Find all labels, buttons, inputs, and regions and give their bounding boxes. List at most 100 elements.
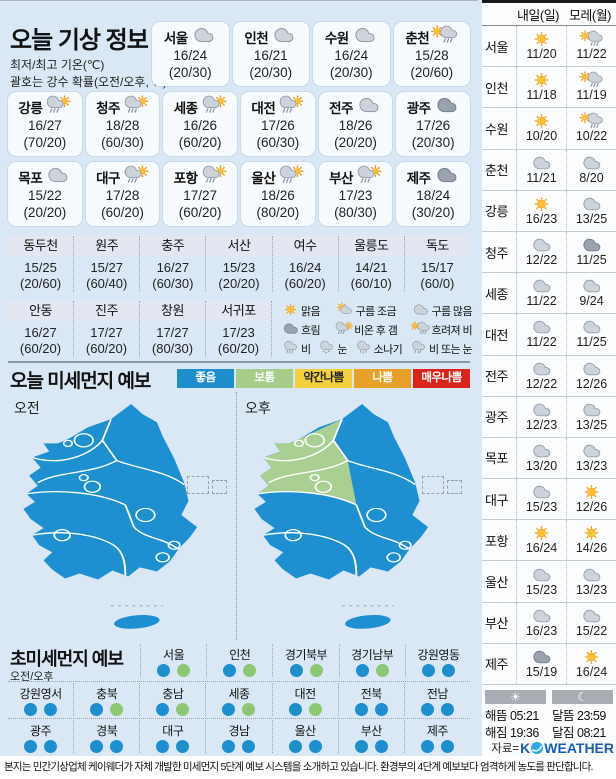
forecast-row: 제주 15/19 16/24 xyxy=(482,643,616,685)
kweather-logo-k: K xyxy=(520,740,531,756)
dust-dot-good xyxy=(110,740,124,753)
city-name: 포항 xyxy=(173,171,198,186)
weather-icon-legend: 맑음 구름 조금 구름 많음 흐림 비온 후 갬 흐려져 비 비 눈 소나기 비 또는 눈 xyxy=(281,301,473,358)
clear-then-rain-icon-wrap xyxy=(411,320,430,338)
forecast-row: 서울 11/20 11/22 xyxy=(482,26,616,68)
rain-or-snow-icon xyxy=(412,340,425,353)
day1-forecast: 12/22 xyxy=(516,231,566,273)
card-header: 포항 xyxy=(163,164,237,189)
temperature-minmax: 18/28 xyxy=(105,118,140,133)
region-cell: 강원영동 xyxy=(406,644,471,677)
day1-forecast: 13/20 xyxy=(516,437,566,479)
city-column: 울릉도 14/21 (60/10) xyxy=(338,236,405,292)
temperature-minmax: 16/27 xyxy=(27,118,62,133)
precip-probability: (60/10) xyxy=(350,276,392,291)
dust-dots xyxy=(405,703,470,716)
region-cell: 충북 xyxy=(74,683,141,716)
cloudy-icon-wrap xyxy=(567,155,616,171)
cloudy-icon xyxy=(274,27,294,42)
precip-probability: (30/20) xyxy=(411,205,455,220)
cloudy-icon-wrap xyxy=(567,402,616,418)
rain-then-clear-icon-wrap xyxy=(277,94,304,119)
cloudy-icon-wrap xyxy=(567,608,616,624)
day1-forecast: 15/23 xyxy=(516,479,566,520)
city-name: 울릉도 xyxy=(338,236,404,256)
clear-then-rain-icon xyxy=(431,24,458,43)
day1-forecast: 15/19 xyxy=(516,643,566,684)
rain-then-clear-icon-wrap xyxy=(200,164,227,189)
city-cards-row-2: 강릉 16/27 (70/20) 청주 18/28 (60/30) 세종 16/26 (60/2… xyxy=(8,92,471,156)
legend-label: 비 xyxy=(301,343,311,356)
card-header: 춘천 xyxy=(394,24,471,49)
partly-cloudy-icon-wrap xyxy=(335,301,354,319)
temperature-minmax: 11/20 xyxy=(526,47,557,62)
cloudy-icon xyxy=(533,279,551,293)
sunny-icon-wrap xyxy=(517,31,566,47)
page-subtitle: 최저/최고 기온(℃) 괄호는 강수 확률(오전/오후, %) xyxy=(10,57,167,91)
clear-then-rain-icon xyxy=(579,71,603,88)
temperature-minmax: 16/24 xyxy=(575,664,608,679)
legend-item: 구름 많음 xyxy=(411,303,473,319)
rain-then-clear-icon xyxy=(124,94,149,113)
cloudy-icon-wrap xyxy=(517,361,566,377)
legend-item: 맑음 xyxy=(281,303,321,319)
cloudy-icon-wrap xyxy=(44,166,71,189)
cloudy-icon xyxy=(583,321,601,334)
city-weather-card: 부산 17/23 (80/30) xyxy=(318,162,393,226)
city-column: 동두천 15/25 (20/60) xyxy=(8,236,75,292)
temperature-minmax: 13/23 xyxy=(575,582,608,597)
city-name: 동두천 xyxy=(8,236,74,256)
clear-then-rain-icon-wrap xyxy=(567,71,616,88)
card-header: 부산 xyxy=(319,164,393,187)
temperature-minmax: 11/22 xyxy=(526,294,557,309)
forecast-row: 강릉 16/23 13/25 xyxy=(482,190,616,232)
sun-icon: ☀ xyxy=(485,690,546,704)
subtitle-line1: 최저/최고 기온(℃) xyxy=(10,58,105,72)
dust-dot-good xyxy=(156,740,170,753)
region-name: 대전 xyxy=(294,687,317,701)
card-header: 목포 xyxy=(8,167,82,187)
region-cell: 전남 xyxy=(405,683,470,716)
region-cell: 경북 xyxy=(74,720,141,753)
cloudy-icon-wrap xyxy=(517,402,566,418)
city-name: 대전 xyxy=(251,101,276,116)
ultrafine-section-title: 초미세먼지 예보 xyxy=(10,649,124,669)
region-cell: 서울 xyxy=(141,644,208,677)
temperature-minmax: 16/26 xyxy=(183,118,218,133)
cloudy-icon xyxy=(533,156,551,169)
temperature-minmax: 12/22 xyxy=(525,253,558,268)
precip-probability: (60/30) xyxy=(256,135,300,150)
cloudy-icon xyxy=(533,403,551,417)
temperature-minmax: 12/23 xyxy=(525,417,558,432)
clear-then-rain-icon-wrap xyxy=(567,30,616,47)
temperature-minmax: 13/25 xyxy=(575,417,608,432)
dust-dot-good xyxy=(440,703,454,716)
dust-dots xyxy=(8,740,73,753)
forecast-row: 수원 10/20 10/22 xyxy=(482,108,616,150)
legend-label: 비온 후 갬 xyxy=(354,324,398,337)
ulleungdo-box xyxy=(422,476,444,494)
dust-dot-good xyxy=(374,703,388,716)
rain-then-clear-icon xyxy=(202,94,227,113)
cloudy-icon xyxy=(583,279,601,293)
dust-dot-normal xyxy=(177,664,191,677)
precip-probability: (60/20) xyxy=(217,341,260,356)
clear-then-rain-icon-wrap xyxy=(431,24,458,49)
city-name: 독도 xyxy=(404,236,470,256)
temperature-minmax: 12/26 xyxy=(575,376,608,391)
legend-item: 비온 후 갬 xyxy=(334,320,398,338)
cloudy-icon xyxy=(533,485,551,499)
rain-then-clear-icon xyxy=(202,164,227,183)
shower-icon-wrap xyxy=(354,340,373,357)
city-column: 서귀포 17/23 (60/20) xyxy=(206,301,272,357)
city-weather-card: 광주 17/26 (20/30) xyxy=(396,92,471,156)
city-name: 포항 xyxy=(485,533,508,549)
legend-label: 소나기 xyxy=(373,343,403,356)
legend-label: 흐려져 비 xyxy=(431,324,472,337)
dust-dots xyxy=(140,740,205,753)
precip-probability: (20/20) xyxy=(334,135,377,150)
sunny-icon xyxy=(584,649,599,664)
temperature-minmax: 16/23 xyxy=(525,211,558,226)
extra-cities-table-1: 동두천 15/25 (20/60) 원주 15/27 (60/40) 충주 16/27 (60/… xyxy=(8,236,470,292)
